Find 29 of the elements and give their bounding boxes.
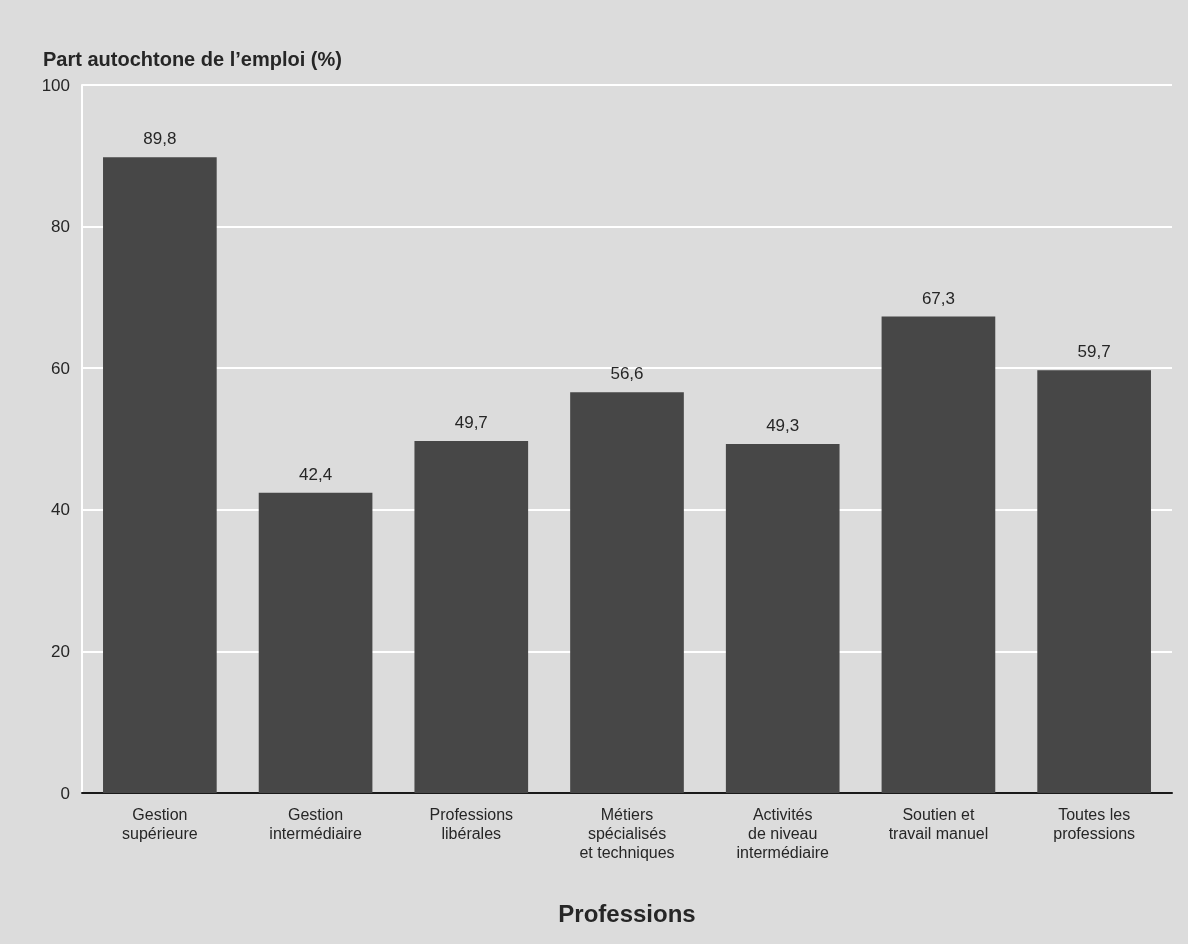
data-label: 42,4 — [299, 464, 333, 484]
x-tick-label: Toutes les professions — [1053, 806, 1136, 842]
x-tick-label: Activités de niveau intermédiaire — [736, 806, 830, 861]
y-tick-label: 40 — [51, 500, 70, 520]
data-label: 56,6 — [610, 364, 644, 384]
bar — [103, 157, 217, 793]
x-tick-label: Gestion supérieure — [122, 806, 198, 842]
x-tick-label: Soutien et travail manuel — [888, 806, 989, 842]
data-label: 49,7 — [454, 413, 488, 433]
y-tick-label: 80 — [51, 217, 70, 237]
bar — [881, 316, 996, 793]
y-tick-label: 20 — [51, 641, 70, 661]
bar — [414, 441, 529, 793]
x-tick-label: Métiers spécialisés et techniques — [579, 806, 675, 861]
data-label: 59,7 — [1077, 342, 1111, 362]
bar — [725, 443, 840, 793]
x-tick-label: Gestion intermédiaire — [269, 806, 362, 842]
data-label: 49,3 — [766, 415, 800, 435]
x-tick-label: Professions libérales — [429, 806, 514, 842]
x-axis-title: Professions — [558, 899, 696, 927]
data-label: 67,3 — [921, 288, 955, 308]
bar — [570, 392, 684, 793]
y-axis-title: Part autochtone de l’emploi (%) — [43, 48, 342, 70]
y-tick-label: 60 — [51, 358, 70, 378]
y-tick-label: 0 — [60, 783, 70, 803]
data-label: 89,8 — [143, 129, 177, 149]
y-tick-label: 100 — [41, 75, 70, 95]
bar — [1037, 370, 1151, 793]
bar — [258, 492, 373, 793]
